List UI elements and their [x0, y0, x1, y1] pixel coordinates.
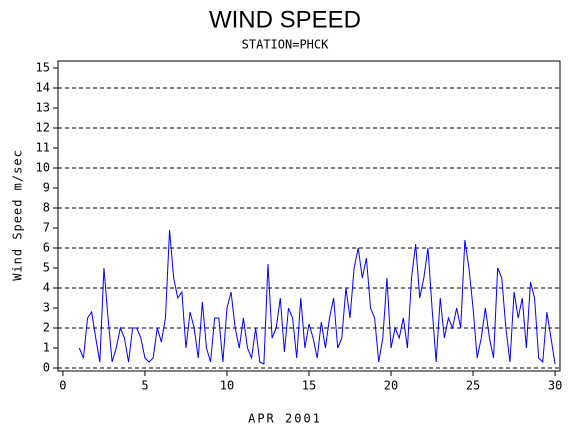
- chart-title: WIND SPEED: [209, 6, 361, 33]
- y-tick-label: 11: [36, 141, 50, 155]
- x-tick-label: 0: [59, 379, 66, 393]
- y-tick-label: 6: [43, 241, 50, 255]
- y-tick-label: 5: [43, 261, 50, 275]
- x-tick-label: 25: [466, 379, 480, 393]
- y-tick-label: 1: [43, 341, 50, 355]
- chart-subtitle: STATION=PHCK: [242, 38, 329, 52]
- x-axis-label: APR 2001: [248, 412, 322, 426]
- y-tick-label: 0: [43, 361, 50, 375]
- y-tick-label: 2: [43, 321, 50, 335]
- x-tick-label: 5: [141, 379, 148, 393]
- y-axis-label: Wind Speed m/sec: [11, 149, 25, 281]
- y-tick-label: 10: [36, 161, 50, 175]
- y-tick-label: 13: [36, 101, 50, 115]
- y-tick-label: 7: [43, 221, 50, 235]
- y-tick-label: 12: [36, 121, 50, 135]
- y-tick-label: 8: [43, 201, 50, 215]
- y-tick-label: 3: [43, 301, 50, 315]
- x-tick-label: 30: [548, 379, 562, 393]
- y-tick-label: 15: [36, 61, 50, 75]
- y-tick-label: 4: [43, 281, 50, 295]
- x-tick-label: 10: [220, 379, 234, 393]
- x-tick-label: 20: [384, 379, 398, 393]
- y-tick-label: 9: [43, 181, 50, 195]
- data-line: [78, 229, 556, 365]
- y-tick-label: 14: [36, 81, 50, 95]
- x-tick-label: 15: [302, 379, 316, 393]
